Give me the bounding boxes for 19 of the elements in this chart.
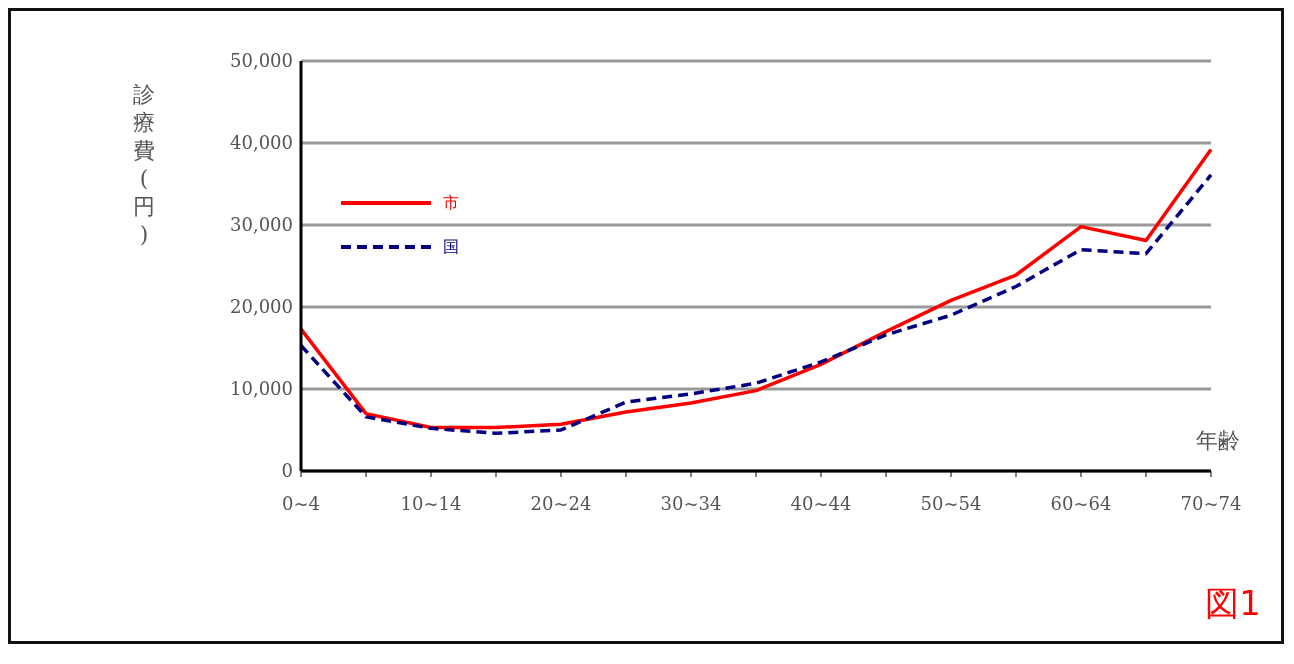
x-tick-label: 60~64: [1050, 492, 1112, 514]
y-tick-label: 40,000: [230, 132, 293, 154]
x-tick-label: 0~4: [282, 492, 320, 514]
x-tick-label: 70~74: [1180, 492, 1242, 514]
y-tick-label: 50,000: [230, 50, 293, 72]
x-tick-label: 20~24: [530, 492, 592, 514]
y-axis-title: 診療費(円): [132, 81, 156, 249]
x-tick-label: 30~34: [660, 492, 722, 514]
x-tick-label: 10~14: [400, 492, 462, 514]
x-tick-label: 40~44: [790, 492, 852, 514]
y-tick-label: 10,000: [230, 378, 293, 400]
x-axis-title: 年齢: [1196, 427, 1240, 455]
text: 国: [443, 236, 459, 258]
y-tick-label: 20,000: [230, 296, 293, 318]
caption: 図1: [1205, 582, 1261, 625]
y-tick-label: 0: [281, 460, 293, 482]
x-tick-label: 50~54: [920, 492, 982, 514]
text: 市: [443, 192, 459, 214]
y-tick-label: 30,000: [230, 214, 293, 236]
